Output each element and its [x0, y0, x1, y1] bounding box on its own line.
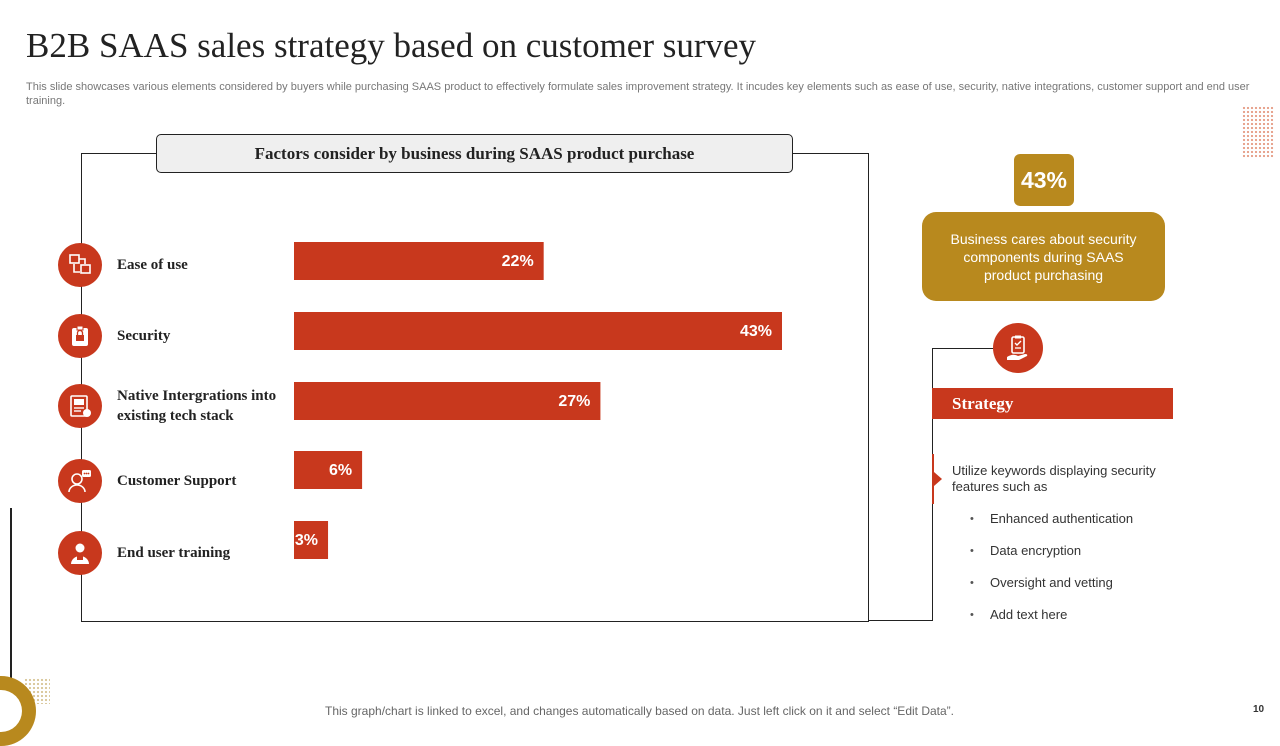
- decorative-line: [10, 508, 12, 698]
- footer-note: This graph/chart is linked to excel, and…: [325, 704, 954, 718]
- strategy-pointer-icon: [932, 454, 942, 504]
- page-number: 10: [1253, 704, 1265, 715]
- strategy-clipboard-icon: [993, 323, 1043, 373]
- row-label-ease-of-use: Ease of use: [117, 257, 188, 273]
- integration-icon: [58, 384, 102, 428]
- strategy-bullet-list: Enhanced authentication Data encryption …: [970, 510, 1133, 638]
- security-badge-icon: [58, 314, 102, 358]
- connector-line-top: [932, 348, 994, 349]
- decorative-dots: [1242, 106, 1274, 158]
- list-item: Enhanced authentication: [970, 510, 1133, 542]
- strategy-heading: Strategy: [932, 388, 1173, 419]
- highlight-badge: 43%: [1014, 154, 1074, 206]
- page-title: B2B SAAS sales strategy based on custome…: [26, 26, 757, 65]
- list-item: Data encryption: [970, 542, 1133, 574]
- connector-line: [868, 620, 933, 621]
- row-label-native-integrations: Native Intergrations into existing tech …: [117, 388, 277, 424]
- row-label-end-user-training: End user training: [117, 545, 231, 561]
- user-training-icon: [58, 531, 102, 575]
- chart-heading: Factors consider by business during SAAS…: [156, 134, 793, 173]
- page-subtitle: This slide showcases various elements co…: [26, 81, 1250, 107]
- row-label-security: Security: [117, 328, 171, 344]
- strategy-text: Utilize keywords displaying security fea…: [952, 463, 1156, 494]
- list-item: Oversight and vetting: [970, 574, 1133, 606]
- customer-support-icon: [58, 459, 102, 503]
- ease-of-use-icon: [58, 243, 102, 287]
- highlight-callout: Business cares about security components…: [922, 212, 1165, 301]
- list-item: Add text here: [970, 606, 1133, 638]
- row-label-customer-support: Customer Support: [117, 473, 237, 489]
